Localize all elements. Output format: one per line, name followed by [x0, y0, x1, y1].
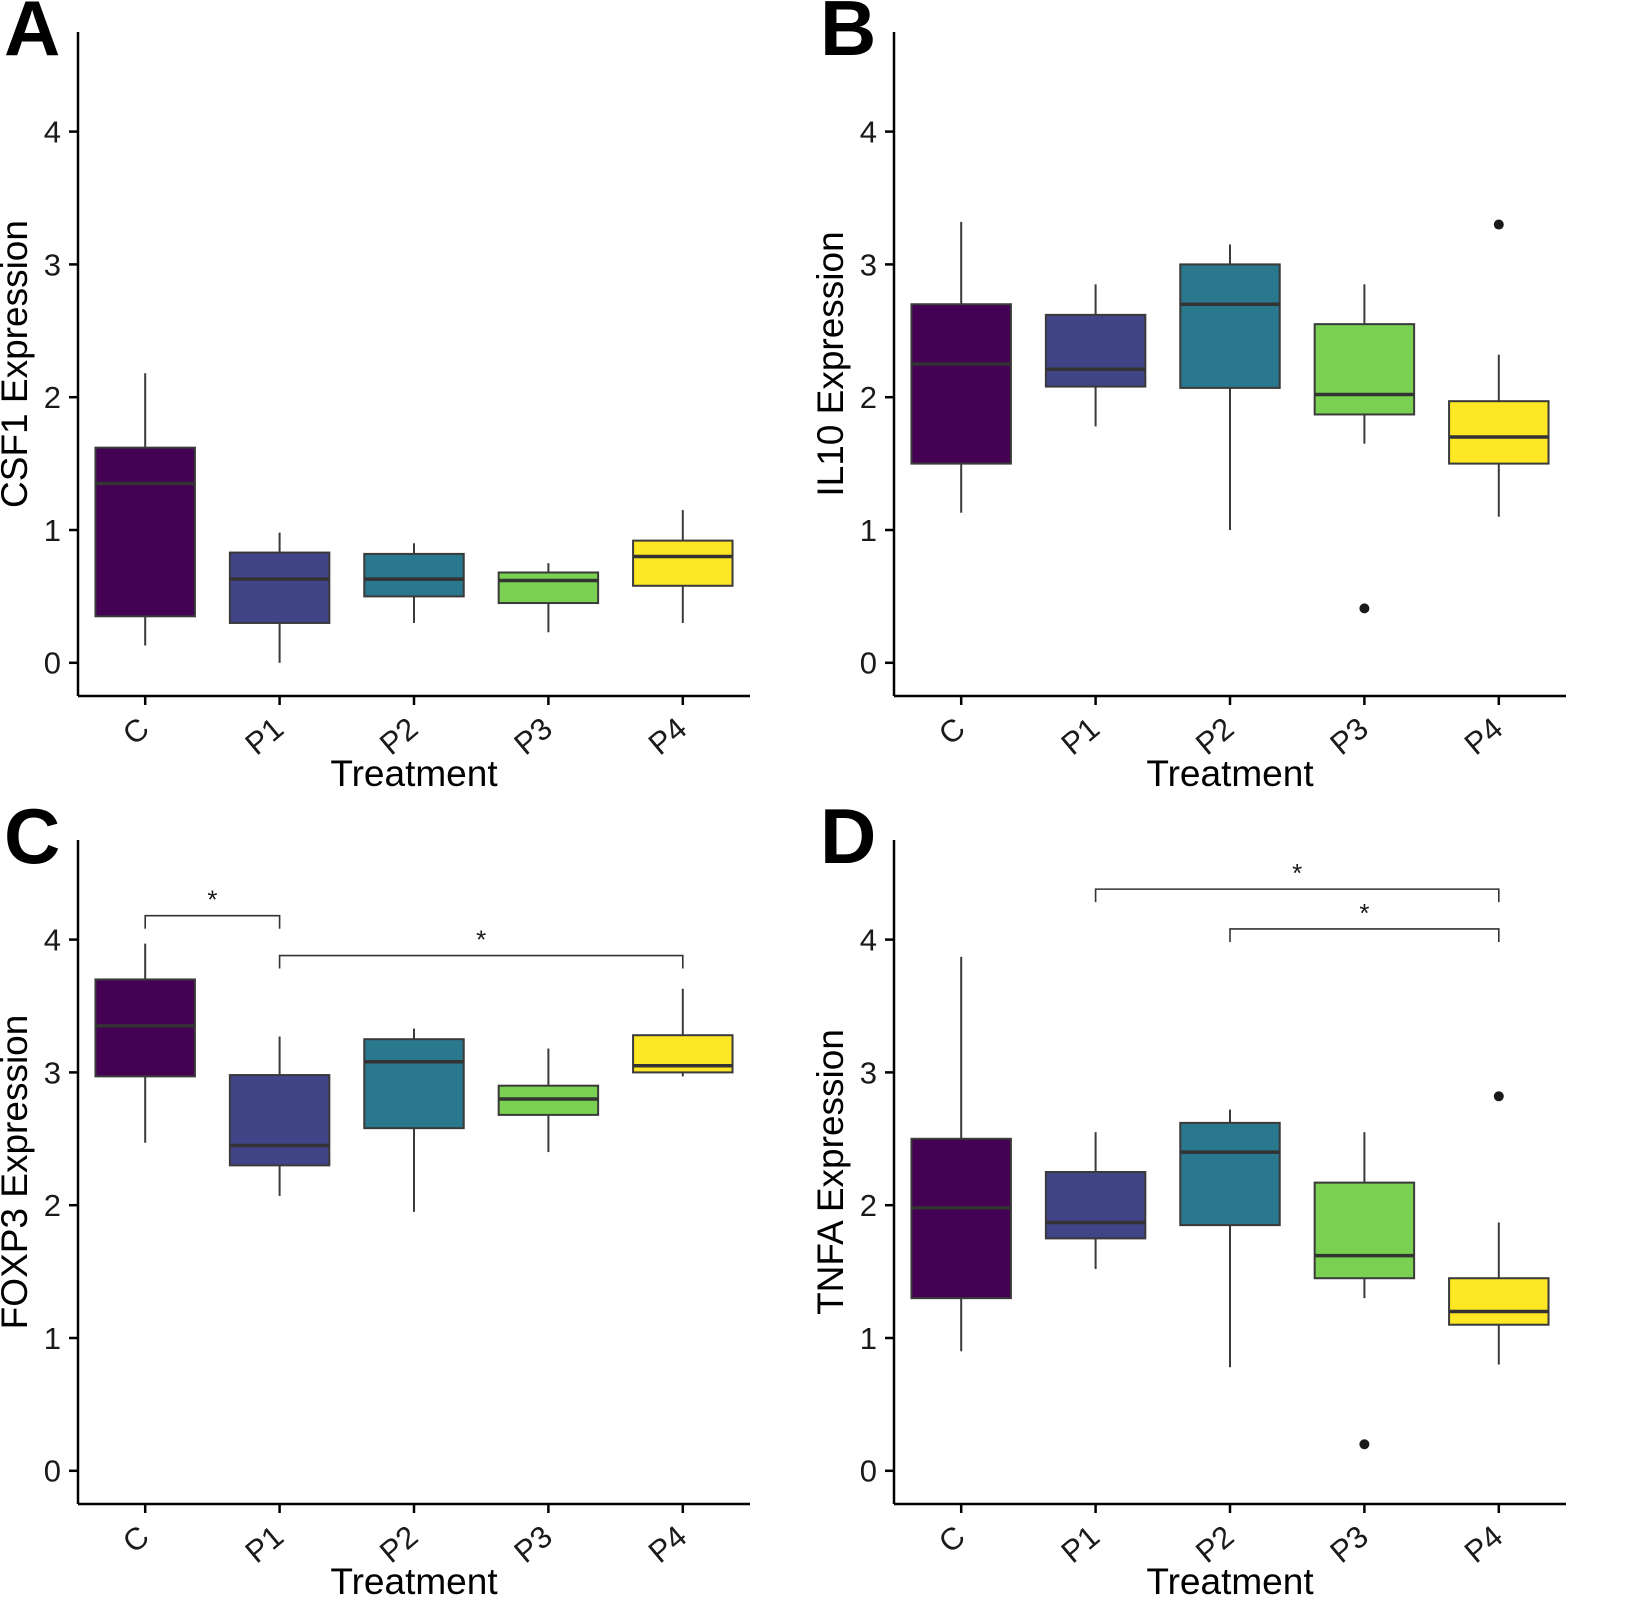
y-tick-label: 3: [860, 247, 877, 282]
y-tick-label: 1: [44, 1321, 61, 1356]
box-P2: [1179, 1121, 1281, 1227]
x-tick-label: P1: [1055, 711, 1107, 762]
x-tick-label: P3: [1323, 711, 1375, 762]
x-tick-label: C: [116, 711, 156, 752]
x-tick-label: C: [932, 1519, 972, 1560]
panel-label-c: C: [4, 792, 61, 880]
box-P3: [497, 571, 600, 605]
box-P1: [1044, 1171, 1147, 1240]
x-axis-title: Treatment: [1146, 753, 1314, 794]
box-P4: [632, 539, 734, 587]
y-axis-title: CSF1 Expression: [0, 220, 35, 508]
y-tick-label: 0: [860, 646, 877, 681]
significance-bracket: [278, 954, 684, 969]
panel-foxp3: C 0 1 2 3 4 C P1 P2 P3 P4 * * FOXP3 Expression Treatm…: [0, 793, 816, 1617]
x-axis-title: Treatment: [330, 753, 498, 794]
significance-star: *: [207, 885, 217, 915]
y-tick-label: 2: [860, 1188, 877, 1223]
x-tick-label: P4: [1458, 1519, 1510, 1570]
box-P2: [363, 552, 465, 598]
y-axis-title: IL10 Expression: [816, 231, 851, 496]
y-tick-label: 0: [860, 1454, 877, 1489]
significance-star: *: [1359, 898, 1369, 928]
panel-tnfa: D 0 1 2 3 4 C P1 P2 P3 P4 * * TNFA Expression Treatme…: [816, 793, 1632, 1617]
y-tick-label: 4: [44, 114, 61, 149]
x-tick-label: P3: [507, 711, 559, 762]
box-P4: [1448, 400, 1550, 465]
box-C: [94, 978, 196, 1078]
panel-il10: B 0 1 2 3 4 C P1 P2 P3 P4 IL10 Expression Treatment: [816, 0, 1632, 808]
y-tick-label: 2: [44, 380, 61, 415]
box-C: [910, 303, 1012, 465]
box-P2: [363, 1038, 465, 1130]
y-tick-label: 1: [860, 513, 877, 548]
panel-label-b: B: [820, 0, 877, 72]
x-tick-label: C: [116, 1519, 156, 1560]
panel-csf1: A 0 1 2 3 4 C P1 P2 P3 P4 CSF1 Expression Treatment: [0, 0, 816, 808]
outlier-point: [1359, 1439, 1370, 1450]
outlier-point: [1493, 219, 1504, 230]
outlier-point: [1493, 1091, 1504, 1102]
box-P1: [1044, 313, 1147, 388]
y-tick-label: 0: [44, 646, 61, 681]
x-tick-label: P4: [642, 711, 694, 762]
y-tick-label: 4: [860, 114, 877, 149]
box-P3: [1313, 1181, 1416, 1280]
y-axis-title: FOXP3 Expression: [0, 1015, 35, 1330]
box-C: [910, 1137, 1012, 1300]
x-tick-label: P1: [239, 711, 291, 762]
y-tick-label: 0: [44, 1454, 61, 1489]
x-tick-label: P4: [1458, 711, 1510, 762]
y-axis-title: TNFA Expression: [816, 1029, 851, 1315]
x-tick-label: P4: [642, 1519, 694, 1570]
y-tick-label: 2: [44, 1188, 61, 1223]
panel-label-a: A: [4, 0, 61, 72]
y-tick-label: 1: [860, 1321, 877, 1356]
box-P2: [1179, 263, 1281, 389]
x-tick-label: P1: [239, 1519, 291, 1570]
x-tick-label: C: [932, 711, 972, 752]
box-P4: [1448, 1277, 1550, 1326]
y-tick-label: 1: [44, 513, 61, 548]
significance-star: *: [1292, 858, 1302, 888]
box-P1: [228, 1074, 331, 1167]
box-P3: [1313, 323, 1416, 416]
x-axis-title: Treatment: [1146, 1561, 1314, 1602]
y-tick-label: 3: [44, 1055, 61, 1090]
box-P1: [228, 551, 331, 624]
x-tick-label: P3: [1323, 1519, 1375, 1570]
y-tick-label: 4: [860, 922, 877, 957]
x-axis-title: Treatment: [330, 1561, 498, 1602]
significance-bracket: [1229, 928, 1500, 942]
panel-label-d: D: [820, 792, 877, 880]
x-tick-label: P3: [507, 1519, 559, 1570]
x-tick-label: P1: [1055, 1519, 1107, 1570]
y-tick-label: 2: [860, 380, 877, 415]
y-tick-label: 4: [44, 922, 61, 957]
y-tick-label: 3: [860, 1055, 877, 1090]
significance-bracket: [1094, 888, 1500, 903]
outlier-point: [1359, 603, 1370, 614]
significance-star: *: [476, 925, 486, 955]
box-C: [94, 446, 196, 618]
significance-bracket: [144, 914, 281, 929]
y-tick-label: 3: [44, 247, 61, 282]
